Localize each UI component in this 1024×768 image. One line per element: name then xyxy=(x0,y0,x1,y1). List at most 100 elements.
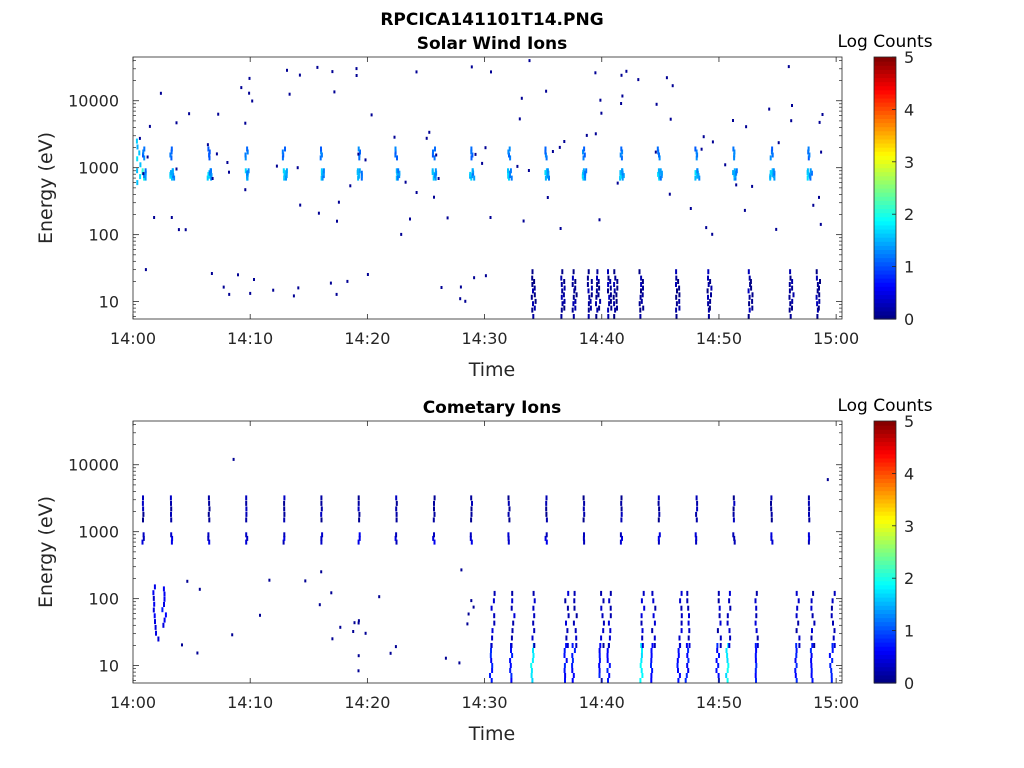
heatmap-cell xyxy=(509,663,512,668)
heatmap-cell xyxy=(489,673,491,678)
x-tick-label: 14:50 xyxy=(696,693,742,712)
colorbar-segment xyxy=(874,466,896,471)
heatmap-cell xyxy=(473,175,476,181)
heatmap-cell xyxy=(729,605,732,611)
heatmap-cell xyxy=(508,146,511,152)
heatmap-cell xyxy=(639,314,642,319)
heatmap-cell xyxy=(154,624,157,630)
heatmap-cell xyxy=(613,288,616,294)
heatmap-cell xyxy=(163,602,165,607)
heatmap-cell xyxy=(602,620,605,626)
heatmap-cell xyxy=(163,617,166,623)
heatmap-cell xyxy=(357,146,360,152)
heatmap-cell xyxy=(433,495,436,501)
heatmap-cell xyxy=(717,598,720,604)
heatmap-cell xyxy=(718,653,720,658)
heatmap-cell xyxy=(207,171,210,177)
heatmap-cell xyxy=(143,146,146,152)
heatmap-cell xyxy=(811,628,813,634)
heatmap-cell xyxy=(283,495,286,501)
colorbar-segment xyxy=(874,188,896,193)
colorbar-segment xyxy=(874,147,896,152)
heatmap-cell xyxy=(395,506,398,512)
heatmap-cell xyxy=(600,605,603,611)
heatmap-cell xyxy=(607,643,610,648)
heatmap-cell xyxy=(320,517,323,523)
heatmap-cell xyxy=(794,658,797,663)
solar-wind-ions-ylabel: Energy (eV) xyxy=(35,132,57,244)
colorbar-segment xyxy=(874,572,896,578)
heatmap-cell xyxy=(253,278,255,281)
heatmap-cell xyxy=(609,628,612,634)
heatmap-cell xyxy=(509,668,512,673)
heatmap-cell xyxy=(510,678,513,683)
heatmap-cell xyxy=(652,613,655,619)
heatmap-cell xyxy=(641,673,644,678)
colorbar-segment xyxy=(874,130,896,136)
heatmap-cell xyxy=(831,658,834,663)
heatmap-cell xyxy=(582,495,585,501)
heatmap-cell xyxy=(725,648,728,653)
heatmap-cell xyxy=(808,173,811,179)
heatmap-cell xyxy=(590,279,593,284)
heatmap-cell xyxy=(640,643,643,648)
colorbar-segment xyxy=(874,650,896,655)
heatmap-cell xyxy=(656,146,659,152)
heatmap-cell xyxy=(807,500,810,506)
heatmap-cell xyxy=(808,506,811,512)
heatmap-cell xyxy=(431,168,434,174)
heatmap-cell xyxy=(833,643,836,648)
heatmap-cell xyxy=(153,216,156,219)
heatmap-cell xyxy=(696,506,699,512)
heatmap-cell xyxy=(798,643,801,648)
heatmap-cell xyxy=(169,495,172,501)
heatmap-cell xyxy=(285,168,288,174)
heatmap-cell xyxy=(770,149,773,155)
heatmap-cell xyxy=(616,305,618,311)
heatmap-cell xyxy=(830,605,833,611)
heatmap-cell xyxy=(680,628,683,634)
heatmap-cell xyxy=(818,285,820,291)
heatmap-cell xyxy=(534,298,537,304)
heatmap-cell xyxy=(678,635,681,641)
colorbar-segment xyxy=(874,73,896,79)
heatmap-cell xyxy=(748,275,751,281)
colorbar-segment xyxy=(874,179,896,185)
heatmap-cell xyxy=(470,539,473,545)
heatmap-cell xyxy=(470,517,473,523)
colorbar-segment xyxy=(874,208,896,214)
heatmap-cell xyxy=(508,517,511,523)
heatmap-cell xyxy=(695,171,698,177)
heatmap-cell xyxy=(595,301,597,307)
colorbar-segment xyxy=(874,502,896,508)
heatmap-cell xyxy=(795,590,798,596)
axes-box xyxy=(132,420,843,684)
heatmap-cell xyxy=(607,314,610,319)
heatmap-cell xyxy=(245,495,248,501)
heatmap-cell xyxy=(560,314,563,319)
heatmap-cell xyxy=(155,630,157,636)
heatmap-cell xyxy=(650,673,653,678)
heatmap-cell xyxy=(507,149,510,155)
x-tick-label: 14:00 xyxy=(110,329,156,348)
x-tick-label: 14:00 xyxy=(110,693,156,712)
heatmap-cell xyxy=(563,279,566,284)
colorbar-tick-label: 1 xyxy=(904,258,914,277)
heatmap-cell xyxy=(621,94,624,98)
heatmap-cell xyxy=(807,146,810,152)
heatmap-cell xyxy=(357,619,360,623)
heatmap-cell xyxy=(470,599,473,603)
heatmap-cell xyxy=(583,146,586,152)
heatmap-cell xyxy=(637,78,640,82)
heatmap-cell xyxy=(657,517,660,523)
heatmap-cell xyxy=(210,173,213,179)
heatmap-cell xyxy=(433,173,436,179)
heatmap-cell xyxy=(620,155,623,161)
heatmap-cell xyxy=(816,282,819,287)
colorbar-segment xyxy=(874,110,896,115)
heatmap-cell xyxy=(788,307,791,313)
heatmap-cell xyxy=(595,314,598,319)
heatmap-cell xyxy=(208,506,211,512)
heatmap-cell xyxy=(747,314,750,319)
heatmap-cell xyxy=(551,150,554,153)
